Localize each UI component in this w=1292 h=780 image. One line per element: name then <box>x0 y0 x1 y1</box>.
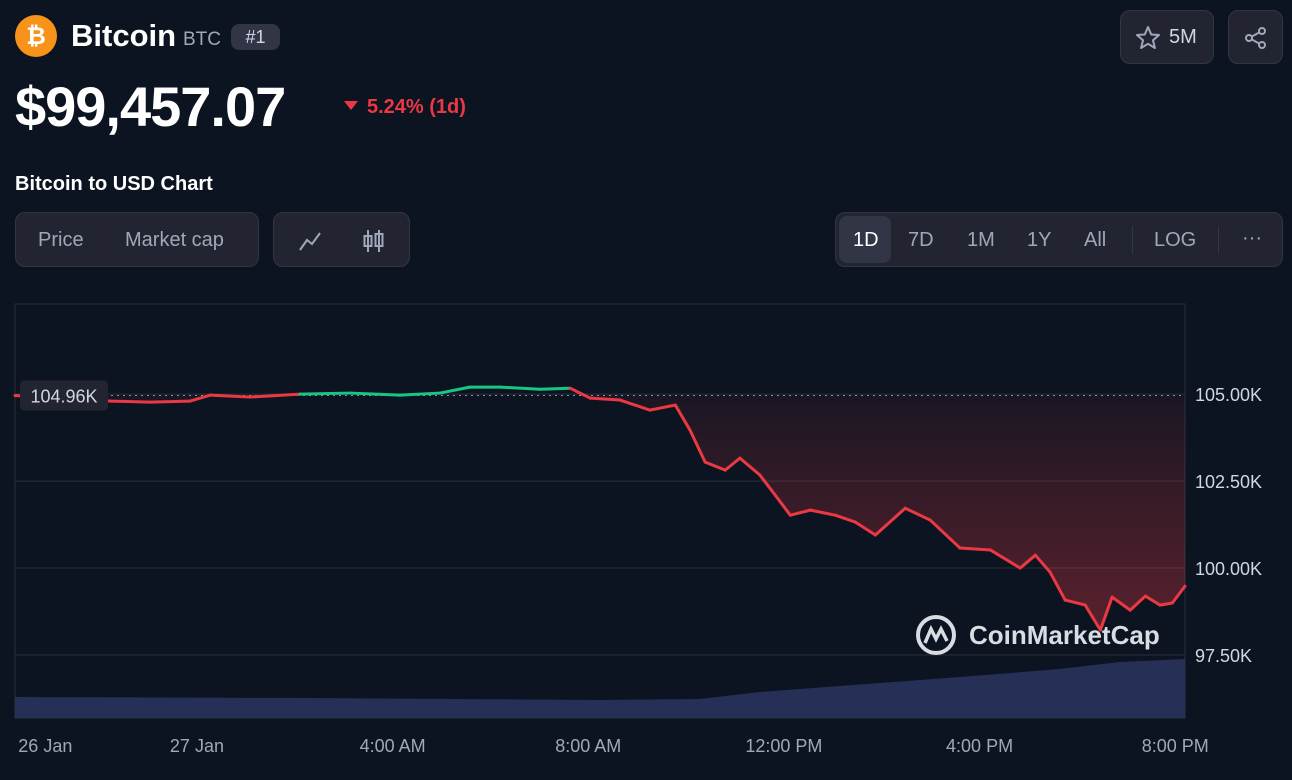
price-line-segment <box>648 403 677 412</box>
y-tick-label: 97.50K <box>1195 646 1252 666</box>
price-line-segment <box>1063 598 1087 607</box>
range-selected <box>839 216 891 263</box>
tab-market-cap[interactable]: Market cap <box>125 229 224 251</box>
price-line-segment <box>208 393 252 399</box>
star-icon <box>1136 26 1160 49</box>
price-line-segment <box>1143 594 1162 607</box>
price-line-segment <box>438 385 472 395</box>
price-line-segment <box>773 493 792 517</box>
rank-badge: #1 <box>231 24 280 50</box>
price-line-segment <box>108 399 152 404</box>
price-line-segment <box>148 399 192 404</box>
x-tick-label: 12:00 PM <box>745 736 822 756</box>
price-line-segment <box>928 518 962 550</box>
price-line-segment <box>1128 594 1147 612</box>
price-line-segment <box>1083 603 1102 632</box>
price-line-segment <box>398 391 442 397</box>
price-line-segment <box>1170 584 1187 605</box>
watchlist-count: 5M <box>1169 26 1197 48</box>
watchlist-button[interactable]: 5M <box>1120 10 1214 64</box>
chart-type-tabs: Price Market cap <box>15 212 259 267</box>
more-options[interactable]: ··· <box>1242 227 1262 249</box>
price-line-segment <box>618 398 652 412</box>
range-all[interactable]: All <box>1084 229 1107 251</box>
price-chart: CoinMarketCap 97.50K 100.00K 102.50K 105.00… <box>13 303 1262 756</box>
volume-bars <box>15 659 1185 718</box>
share-icon <box>1245 27 1266 49</box>
coin-name: Bitcoin <box>71 18 177 53</box>
price-line-segment <box>248 392 302 399</box>
chart-style-tabs <box>273 212 410 267</box>
price-line-segment <box>903 506 932 522</box>
range-1m[interactable]: 1M <box>967 229 995 251</box>
price-line-segment <box>1098 595 1114 632</box>
y-tick-label: 100.00K <box>1195 559 1262 579</box>
price-change: 5.24% (1d) <box>367 96 466 118</box>
chart-title: Bitcoin to USD Chart <box>15 173 213 195</box>
range-7d[interactable]: 7D <box>908 229 934 251</box>
price-line-segment <box>873 506 907 537</box>
range-1d[interactable]: 1D <box>853 229 879 251</box>
price-line-segment <box>958 546 992 552</box>
divider <box>1132 226 1133 254</box>
price-line-segment <box>1110 595 1132 612</box>
tab-price[interactable]: Price <box>38 229 84 251</box>
x-tick-label: 4:00 AM <box>360 736 426 756</box>
price-line-segment <box>673 403 692 432</box>
candle-style-icon[interactable] <box>362 228 386 254</box>
share-button[interactable] <box>1228 10 1283 64</box>
watermark-text: CoinMarketCap <box>969 620 1160 650</box>
price-line-segment <box>1033 553 1052 574</box>
price-line-segment <box>833 513 857 524</box>
price-line-segment <box>188 393 212 403</box>
price-line-segment <box>1048 570 1067 602</box>
price-line-segment <box>988 548 1022 570</box>
x-tick-label: 26 Jan <box>18 736 72 756</box>
y-tick-label: 105.00K <box>1195 385 1262 405</box>
price-area <box>15 395 1185 630</box>
price-line-segment <box>688 428 707 464</box>
bitcoin-logo: ₿ <box>15 15 57 57</box>
price-line-segment <box>298 391 352 396</box>
coin-symbol: BTC <box>183 29 221 50</box>
price-line-segment <box>498 385 542 391</box>
svg-text:₿: ₿ <box>26 23 46 50</box>
price-line-segment <box>758 473 777 497</box>
price-line-segment <box>538 386 572 391</box>
price-line-segment <box>853 520 877 537</box>
x-tick-label: 8:00 AM <box>555 736 621 756</box>
down-arrow <box>344 101 358 110</box>
price-line-segment <box>738 456 762 477</box>
watermark: CoinMarketCap <box>916 615 1160 655</box>
log-toggle[interactable]: LOG <box>1154 229 1197 251</box>
price-line-segment <box>348 391 402 397</box>
price-line-segment <box>723 456 742 472</box>
divider <box>1218 226 1219 254</box>
y-tick-label: 102.50K <box>1195 472 1262 492</box>
price-line-segment <box>808 508 837 517</box>
price-line-segment <box>568 386 592 400</box>
x-tick-label: 4:00 PM <box>946 736 1013 756</box>
x-tick-label: 27 Jan <box>170 736 224 756</box>
price: $99,457.07 <box>15 75 286 138</box>
range-1y[interactable]: 1Y <box>1027 229 1052 251</box>
line-style-icon[interactable] <box>298 229 322 253</box>
x-tick-label: 8:00 PM <box>1142 736 1209 756</box>
reference-label: 104.96K <box>30 386 97 406</box>
price-line-segment <box>788 508 812 517</box>
price-line-segment <box>1158 601 1174 607</box>
reference-label-bg <box>20 380 108 411</box>
price-line-segment <box>703 460 727 472</box>
range-tabs: 1D 7D 1M 1Y All LOG ··· <box>835 212 1283 267</box>
price-line-segment <box>588 396 622 402</box>
price-line-segment <box>1018 553 1037 570</box>
